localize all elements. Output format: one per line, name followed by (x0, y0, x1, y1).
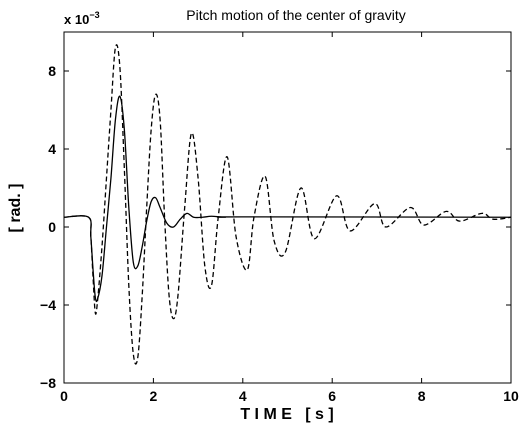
y-tick-label: −4 (40, 297, 56, 313)
y-multiplier-base: x 10 (64, 12, 89, 27)
y-tick-label: −8 (40, 375, 56, 391)
y-axis-label: [ rad. ] (7, 184, 24, 233)
x-tick-label: 4 (239, 388, 247, 404)
x-tick-label: 8 (418, 388, 426, 404)
series-layer (63, 44, 512, 365)
y-tick-label: 0 (48, 219, 56, 235)
plot-area (63, 31, 512, 384)
y-multiplier-exponent: −3 (89, 10, 99, 20)
x-axis-label: T I M E [ s ] (240, 406, 333, 423)
ticks: 0 2 4 6 8 10 −8 −4 0 4 8 (40, 32, 519, 404)
series-line-solid (63, 95, 512, 303)
chart-title: Pitch motion of the center of gravity (186, 7, 405, 23)
x-tick-label: 6 (328, 388, 336, 404)
y-multiplier: x 10−3 (64, 10, 100, 27)
series-line-dashed (63, 44, 512, 365)
y-tick-label: 4 (48, 141, 56, 157)
x-tick-label: 2 (150, 388, 158, 404)
x-tick-label: 0 (60, 388, 68, 404)
y-tick-label: 8 (48, 63, 56, 79)
x-tick-label: 10 (503, 388, 519, 404)
